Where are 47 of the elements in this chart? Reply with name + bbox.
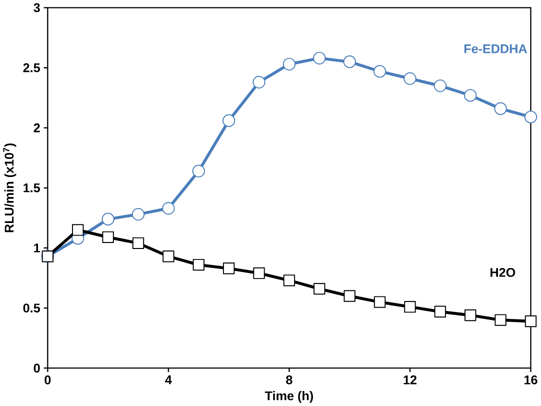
- x-tick-label: 8: [286, 375, 292, 384]
- y-tick-label: 1.5: [24, 184, 40, 192]
- point: [252, 76, 266, 89]
- point: [404, 300, 416, 313]
- y-tick-label: 1: [34, 244, 40, 252]
- y-tick-label: 2.5: [23, 63, 40, 72]
- y-tick-label: 2: [34, 123, 40, 132]
- point: [343, 55, 356, 68]
- point: [524, 315, 537, 328]
- point: [283, 274, 296, 286]
- point: [282, 58, 296, 70]
- point: [222, 114, 236, 127]
- point: [373, 65, 386, 78]
- x-tick-label: 4: [165, 375, 172, 384]
- text: Fe-EDDHA: [464, 44, 527, 54]
- y-tick-label: 0: [34, 364, 40, 373]
- point: [524, 110, 538, 124]
- point: [374, 296, 386, 308]
- text: H2O: [490, 268, 516, 277]
- point: [192, 164, 205, 178]
- point: [102, 212, 114, 226]
- y-tick-label: 0.5: [23, 304, 40, 312]
- point: [162, 202, 175, 215]
- point: [434, 306, 446, 318]
- point: [464, 89, 477, 102]
- x-axis-title: Time (h): [264, 391, 313, 403]
- point: [192, 258, 204, 271]
- point: [434, 79, 446, 92]
- y-tick-label: 3: [34, 3, 40, 12]
- point: [162, 250, 174, 262]
- point: [253, 267, 265, 280]
- point: [313, 52, 326, 64]
- point: [344, 290, 356, 302]
- point: [102, 231, 114, 243]
- point: [314, 282, 326, 295]
- point: [464, 309, 476, 322]
- y-axis-title: RLU/min (x10$^{7}$): [3, 143, 16, 232]
- point: [494, 102, 507, 115]
- point: [494, 314, 506, 326]
- point: [404, 72, 416, 85]
- point: [132, 237, 144, 250]
- x-tick-label: 12: [404, 375, 416, 384]
- x-tick-label: 16: [524, 375, 538, 384]
- point: [132, 208, 145, 221]
- point: [222, 262, 235, 274]
- point: [72, 224, 84, 236]
- x-tick-label: 0: [44, 375, 51, 384]
